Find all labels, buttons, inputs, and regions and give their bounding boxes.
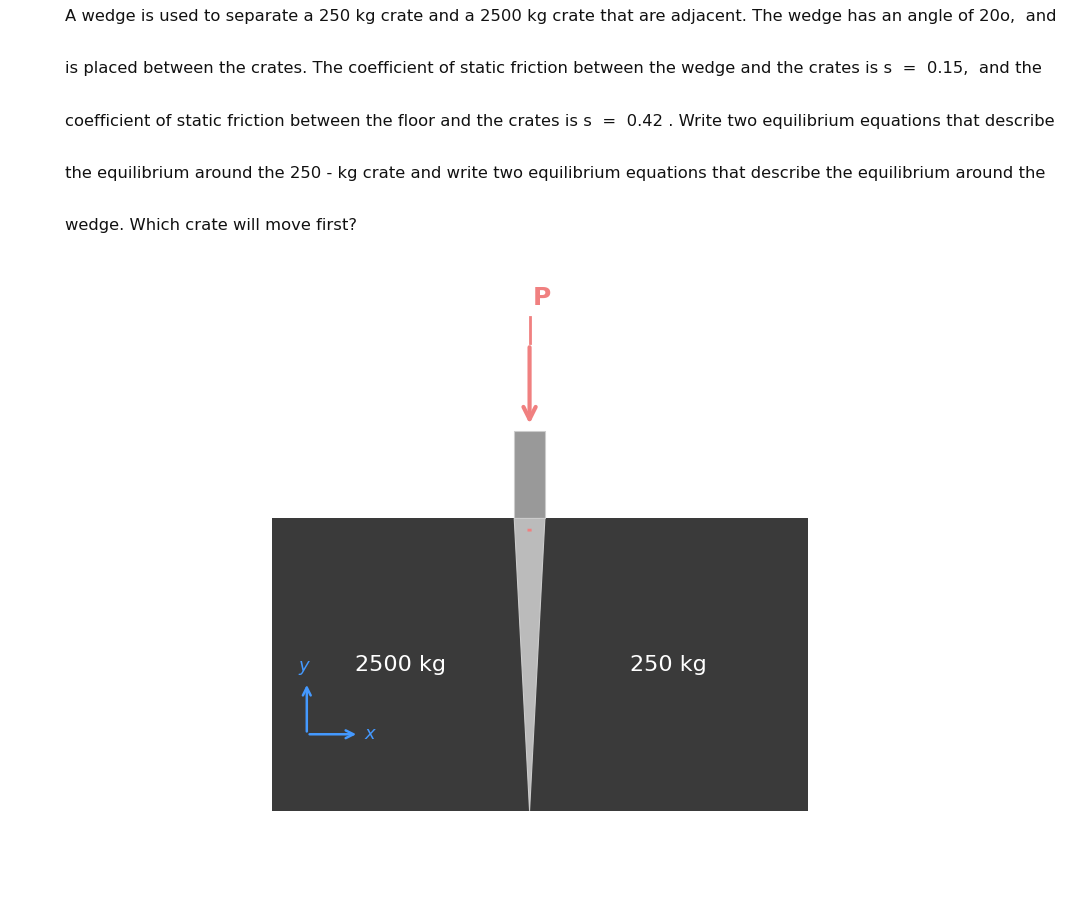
Bar [529, 518, 808, 811]
Text: θ=20°: θ=20° [552, 489, 615, 508]
Text: A wedge is used to separate a 250 kg crate and a 2500 kg crate that are adjacent: A wedge is used to separate a 250 kg cra… [65, 9, 1056, 25]
Text: y: y [298, 657, 309, 676]
Bar [272, 518, 529, 811]
Text: the equilibrium around the 250 - kg crate and write two equilibrium equations th: the equilibrium around the 250 - kg crat… [65, 166, 1045, 181]
Text: 2500 kg: 2500 kg [355, 655, 446, 675]
Text: P: P [534, 286, 551, 310]
Text: coefficient of static friction between the floor and the crates is s  =  0.42 . : coefficient of static friction between t… [65, 114, 1054, 129]
Text: wedge. Which crate will move first?: wedge. Which crate will move first? [65, 218, 356, 233]
Text: x: x [365, 725, 375, 744]
Polygon shape [514, 431, 545, 518]
Text: 250 kg: 250 kg [631, 655, 707, 675]
Polygon shape [514, 518, 545, 811]
Text: is placed between the crates. The coefficient of static friction between the wed: is placed between the crates. The coeffi… [65, 62, 1042, 76]
